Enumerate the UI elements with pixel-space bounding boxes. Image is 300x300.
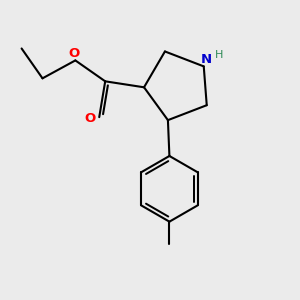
Text: O: O bbox=[68, 47, 80, 60]
Text: N: N bbox=[201, 53, 212, 66]
Text: H: H bbox=[215, 50, 224, 60]
Text: O: O bbox=[85, 112, 96, 125]
